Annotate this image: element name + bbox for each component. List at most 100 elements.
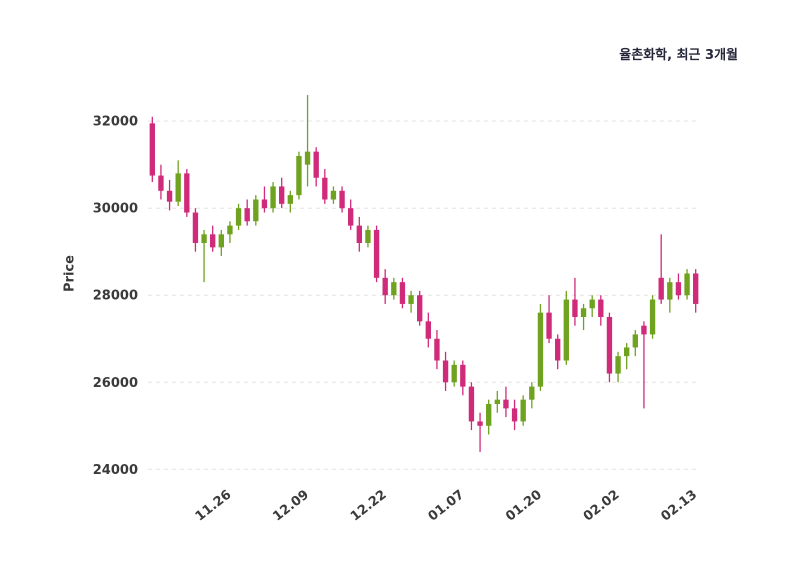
candle bbox=[494, 390, 500, 413]
candle bbox=[632, 330, 638, 357]
candle-body bbox=[184, 173, 190, 213]
candle bbox=[227, 221, 233, 244]
candle-body bbox=[451, 364, 457, 383]
candle-body bbox=[563, 299, 569, 361]
x-tick-label: 02.13 bbox=[659, 487, 701, 524]
y-tick-label: 32000 bbox=[93, 115, 138, 130]
candle-body bbox=[270, 186, 276, 209]
candle bbox=[391, 277, 397, 300]
candle-body bbox=[477, 421, 483, 426]
candle bbox=[658, 234, 664, 304]
candle-body bbox=[598, 299, 604, 317]
candle-body bbox=[365, 229, 371, 244]
candle-body bbox=[529, 386, 535, 400]
candle-body bbox=[486, 404, 492, 426]
candle-body bbox=[175, 173, 181, 202]
candle bbox=[486, 399, 492, 435]
candle bbox=[520, 395, 526, 426]
candle-body bbox=[460, 364, 466, 387]
candle-body bbox=[632, 334, 638, 348]
candle-body bbox=[192, 212, 199, 244]
candle-body bbox=[494, 399, 500, 405]
candle bbox=[503, 386, 509, 418]
candle bbox=[598, 295, 604, 326]
candle bbox=[253, 195, 259, 226]
candle bbox=[399, 277, 406, 309]
candle bbox=[563, 290, 569, 365]
candle-body bbox=[615, 356, 621, 374]
candle-body bbox=[279, 186, 285, 204]
candle bbox=[322, 169, 328, 204]
candle bbox=[365, 225, 371, 248]
candle bbox=[417, 290, 423, 326]
y-tick-label: 24000 bbox=[93, 463, 138, 478]
candle bbox=[339, 186, 345, 213]
candle bbox=[434, 330, 440, 370]
candle-body bbox=[546, 312, 552, 339]
candle-body bbox=[322, 177, 328, 200]
candle bbox=[511, 399, 518, 431]
candle-body bbox=[417, 295, 423, 322]
candle bbox=[158, 164, 164, 200]
candle-body bbox=[408, 295, 414, 304]
candle bbox=[675, 273, 682, 300]
y-tick-label: 28000 bbox=[93, 289, 138, 304]
candle bbox=[641, 321, 647, 409]
candle bbox=[235, 203, 242, 230]
candle-body bbox=[537, 312, 544, 387]
candle bbox=[201, 229, 207, 283]
candle-body bbox=[235, 208, 242, 226]
candle bbox=[667, 277, 673, 313]
candle-body bbox=[425, 321, 431, 339]
candle-body bbox=[434, 338, 440, 361]
candle-body bbox=[253, 199, 259, 222]
candle-body bbox=[210, 234, 216, 248]
candle-body bbox=[649, 299, 656, 335]
chart-title: 율촌화학, 최근 3개월 bbox=[619, 48, 738, 63]
candle-body bbox=[520, 399, 526, 422]
candle-body bbox=[356, 225, 362, 244]
candle-body bbox=[555, 338, 561, 361]
x-tick-label: 12.22 bbox=[348, 487, 390, 524]
x-tick-label: 02.02 bbox=[581, 487, 623, 524]
candle-body bbox=[339, 190, 345, 209]
candle-body bbox=[641, 325, 647, 335]
candle-body bbox=[624, 347, 630, 357]
candle-body bbox=[149, 123, 155, 176]
candle bbox=[287, 190, 293, 213]
candle bbox=[580, 303, 587, 331]
candle-body bbox=[373, 229, 380, 278]
candle bbox=[166, 179, 173, 211]
candle bbox=[184, 169, 190, 217]
candle bbox=[425, 312, 431, 348]
candle-body bbox=[580, 308, 587, 317]
candle-body bbox=[391, 282, 397, 296]
candle bbox=[296, 151, 302, 200]
candle bbox=[537, 303, 544, 391]
candle-body bbox=[244, 208, 250, 222]
candle bbox=[175, 160, 181, 207]
candle-body bbox=[399, 282, 406, 304]
candle-body bbox=[606, 316, 613, 374]
candle bbox=[244, 199, 250, 226]
candle bbox=[304, 95, 311, 187]
candle-body bbox=[287, 195, 293, 204]
candle bbox=[451, 360, 457, 387]
candle-body bbox=[313, 151, 319, 178]
candle bbox=[555, 334, 561, 370]
candle bbox=[261, 186, 268, 213]
candle bbox=[477, 412, 483, 452]
candle bbox=[382, 269, 388, 304]
candle bbox=[210, 225, 216, 252]
y-tick-label: 26000 bbox=[93, 376, 138, 391]
candle bbox=[624, 343, 630, 370]
candle bbox=[218, 229, 224, 257]
candle-body bbox=[304, 151, 311, 165]
y-axis-label: Price bbox=[62, 255, 78, 292]
candle-body bbox=[658, 277, 664, 300]
candle-body bbox=[158, 175, 164, 191]
candle-body bbox=[166, 190, 173, 202]
candle bbox=[649, 295, 656, 339]
